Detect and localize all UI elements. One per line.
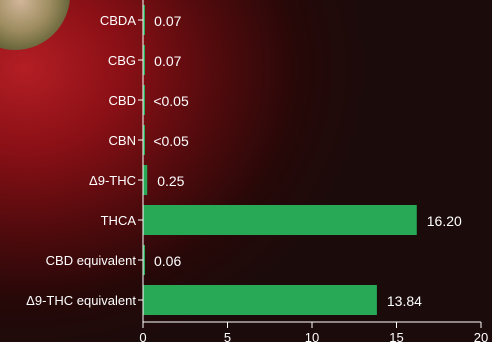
category-label: CBN — [109, 133, 136, 148]
value-label: <0.05 — [153, 93, 189, 109]
category-label: THCA — [101, 213, 137, 228]
value-label: <0.05 — [153, 133, 189, 149]
bar-1 — [143, 45, 145, 75]
bar-4 — [143, 165, 148, 195]
value-label: 0.06 — [154, 253, 181, 269]
value-label: 13.84 — [387, 293, 422, 309]
category-label: CBDA — [100, 13, 136, 28]
category-label: Δ9-THC equivalent — [26, 293, 136, 308]
category-label: CBD equivalent — [46, 253, 137, 268]
bars-layer — [143, 5, 417, 315]
category-label: Δ9-THC — [89, 173, 136, 188]
labels-layer: CBDA 0.07 CBG 0.07 CBD <0.05 CBN <0.05 Δ9-THC 0.2… — [26, 13, 462, 309]
value-label: 16.20 — [427, 213, 462, 229]
bar-7 — [143, 285, 377, 315]
category-label: CBG — [108, 53, 136, 68]
value-label: 0.25 — [157, 173, 184, 189]
x-tick-label: 0 — [139, 330, 146, 342]
x-axis: 0 5 10 15 20 — [138, 0, 488, 342]
x-tick-label: 20 — [474, 330, 488, 342]
x-tick-label: 5 — [224, 330, 231, 342]
x-tick-label: 10 — [305, 330, 319, 342]
value-label: 0.07 — [154, 53, 181, 69]
bar-6 — [143, 245, 145, 275]
bar-2 — [143, 85, 145, 115]
value-label: 0.07 — [154, 13, 181, 29]
x-tick-label: 15 — [389, 330, 403, 342]
bar-5 — [143, 205, 417, 235]
bar-3 — [143, 125, 145, 155]
bar-0 — [143, 5, 145, 35]
category-label: CBD — [109, 93, 136, 108]
